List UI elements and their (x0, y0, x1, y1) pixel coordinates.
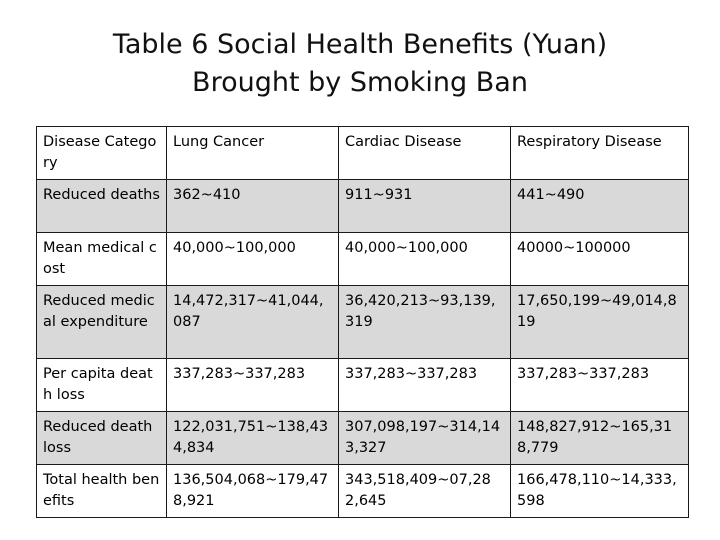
header-cell-cardiac-disease: Cardiac Disease (338, 126, 511, 180)
table-cell: 362~410 (166, 179, 339, 233)
table-cell: 911~931 (338, 179, 511, 233)
table-cell: 36,420,213~93,139,319 (338, 285, 511, 359)
table-cell: 17,650,199~49,014,819 (510, 285, 689, 359)
table-cell: 343,518,409~07,282,645 (338, 464, 511, 518)
table-cell: 148,827,912~165,318,779 (510, 411, 689, 465)
table-row: Reduced death loss 122,031,751~138,434,8… (36, 411, 689, 465)
table-cell: 40,000~100,000 (166, 232, 339, 286)
table-cell: 337,283~337,283 (338, 358, 511, 412)
row-label: Reduced deaths (36, 179, 167, 233)
table-cell: 166,478,110~14,333,598 (510, 464, 689, 518)
table-cell: 14,472,317~41,044,087 (166, 285, 339, 359)
header-cell-respiratory-disease: Respiratory Disease (510, 126, 689, 180)
row-label: Total health benefits (36, 464, 167, 518)
table-cell: 337,283~337,283 (510, 358, 689, 412)
row-label: Mean medical cost (36, 232, 167, 286)
title-line-2: Brought by Smoking Ban (192, 67, 528, 98)
header-cell-lung-cancer: Lung Cancer (166, 126, 339, 180)
row-label: Reduced death loss (36, 411, 167, 465)
row-label: Per capita death loss (36, 358, 167, 412)
table-header-row: Disease Category Lung Cancer Cardiac Dis… (36, 126, 689, 180)
table-cell: 307,098,197~314,143,327 (338, 411, 511, 465)
table-row: Total health benefits 136,504,068~179,47… (36, 464, 689, 518)
table-row: Reduced deaths 362~410 911~931 441~490 (36, 179, 689, 233)
table-cell: 122,031,751~138,434,834 (166, 411, 339, 465)
table-cell: 40,000~100,000 (338, 232, 511, 286)
table-cell: 337,283~337,283 (166, 358, 339, 412)
benefits-table: Disease Category Lung Cancer Cardiac Dis… (36, 126, 689, 518)
row-label: Reduced medical expenditure (36, 285, 167, 359)
title-line-1: Table 6 Social Health Benefits (Yuan) (112, 29, 608, 60)
page-title: Table 6 Social Health Benefits (Yuan) Br… (0, 26, 720, 102)
header-cell-disease-category: Disease Category (36, 126, 167, 180)
table-cell: 40000~100000 (510, 232, 689, 286)
table-row: Reduced medical expenditure 14,472,317~4… (36, 285, 689, 359)
table-cell: 136,504,068~179,478,921 (166, 464, 339, 518)
table-cell: 441~490 (510, 179, 689, 233)
table-row: Per capita death loss 337,283~337,283 33… (36, 358, 689, 412)
table-row: Mean medical cost 40,000~100,000 40,000~… (36, 232, 689, 286)
